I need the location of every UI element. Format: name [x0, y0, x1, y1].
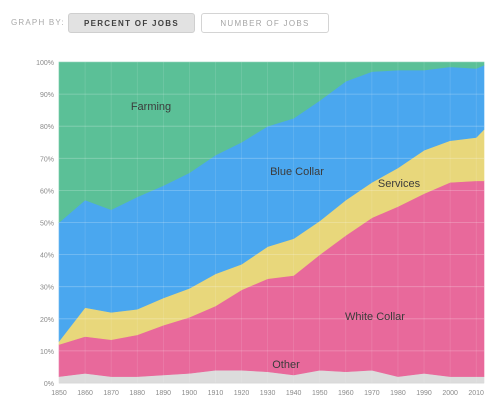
x-tick-label: 2010	[468, 390, 484, 397]
x-tick-label: 1950	[312, 390, 328, 397]
label-white-collar: White Collar	[345, 311, 405, 323]
y-tick-label: 10%	[40, 349, 54, 356]
y-tick-label: 70%	[40, 156, 54, 163]
label-blue-collar: Blue Collar	[270, 166, 324, 178]
x-tick-label: 1900	[182, 390, 198, 397]
x-tick-label: 1870	[103, 390, 119, 397]
y-tick-label: 100%	[36, 60, 54, 67]
label-services: Services	[378, 178, 421, 190]
x-tick-label: 2000	[442, 390, 458, 397]
y-tick-label: 90%	[40, 92, 54, 99]
x-tick-label: 1980	[390, 390, 406, 397]
x-tick-label: 1880	[129, 390, 145, 397]
x-tick-label: 1890	[156, 390, 172, 397]
y-tick-label: 60%	[40, 188, 54, 195]
x-tick-label: 1860	[77, 390, 93, 397]
graph-by-label: GRAPH BY:	[11, 18, 65, 27]
x-tick-label: 1930	[260, 390, 276, 397]
label-farming: Farming	[131, 101, 171, 113]
x-tick-label: 1910	[208, 390, 224, 397]
x-tick-label: 1960	[338, 390, 354, 397]
x-tick-label: 1850	[51, 390, 67, 397]
y-tick-label: 0%	[44, 381, 54, 388]
tab-percent-of-jobs[interactable]: PERCENT OF JOBS	[68, 13, 195, 33]
area-farming	[58, 61, 485, 224]
label-other: Other	[272, 359, 300, 371]
y-tick-label: 50%	[40, 221, 54, 228]
x-tick-label: 1940	[286, 390, 302, 397]
y-tick-label: 80%	[40, 124, 54, 131]
y-tick-label: 30%	[40, 285, 54, 292]
tab-number-of-jobs[interactable]: NUMBER OF JOBS	[201, 13, 329, 33]
x-tick-label: 1990	[416, 390, 432, 397]
x-tick-label: 1920	[234, 390, 250, 397]
x-tick-label: 1970	[364, 390, 380, 397]
y-tick-label: 20%	[40, 317, 54, 324]
y-tick-label: 40%	[40, 253, 54, 260]
